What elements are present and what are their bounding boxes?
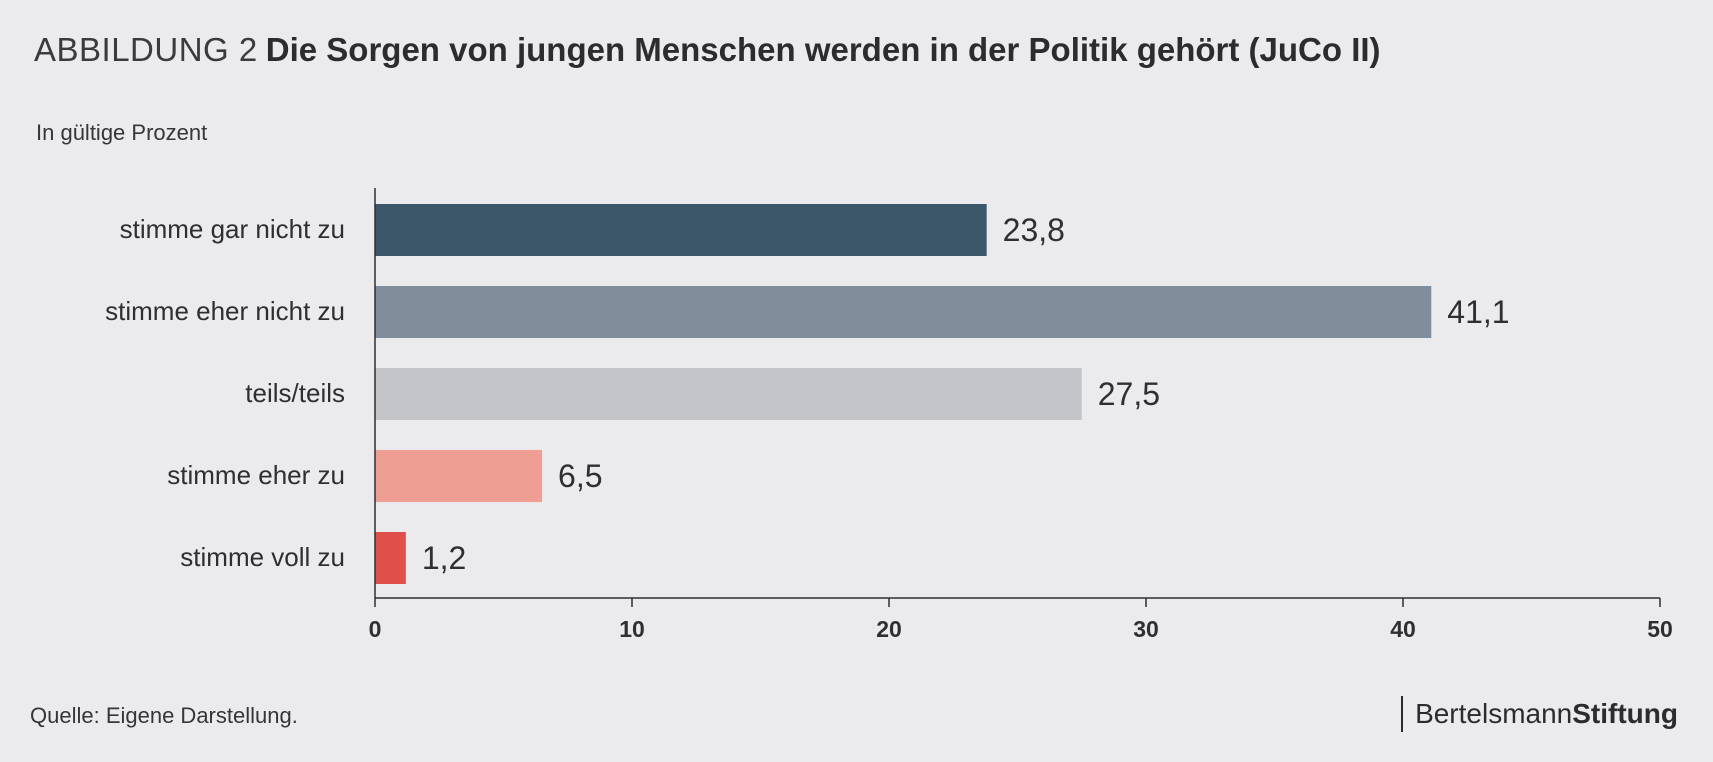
source-note: Quelle: Eigene Darstellung. — [30, 703, 298, 728]
bar — [375, 286, 1432, 338]
x-tick-label: 20 — [876, 616, 902, 642]
category-label: stimme voll zu — [180, 542, 345, 572]
data-label: 6,5 — [558, 458, 602, 494]
bar — [375, 368, 1082, 420]
data-label: 23,8 — [1003, 212, 1065, 248]
category-label: teils/teils — [245, 378, 345, 408]
x-tick-label: 50 — [1647, 616, 1673, 642]
figure-title: Die Sorgen von jungen Menschen werden in… — [265, 31, 1381, 68]
x-tick-label: 30 — [1133, 616, 1159, 642]
x-tick-label: 10 — [619, 616, 645, 642]
category-label: stimme gar nicht zu — [120, 214, 345, 244]
bertelsmann-logo: BertelsmannStiftung — [1401, 696, 1678, 732]
figure-label: ABBILDUNG 2 — [34, 31, 258, 68]
logo-text-stiftung: Stiftung — [1572, 698, 1678, 729]
data-label: 1,2 — [422, 540, 466, 576]
bar-chart: stimme gar nicht zu 23,8 stimme eher nicht… — [105, 188, 1673, 642]
bar — [375, 450, 543, 502]
bar — [375, 204, 987, 256]
x-tick-label: 40 — [1390, 616, 1416, 642]
bar — [375, 532, 406, 584]
unit-note: In gültige Prozent — [36, 120, 208, 145]
x-tick-label: 0 — [369, 616, 382, 642]
chart-title: ABBILDUNG 2 Die Sorgen von jungen Mensche… — [34, 30, 1381, 70]
logo-text-bertelsmann: Bertelsmann — [1415, 698, 1573, 729]
category-label: stimme eher zu — [167, 460, 345, 490]
data-label: 41,1 — [1447, 294, 1509, 330]
data-label: 27,5 — [1098, 376, 1160, 412]
category-label: stimme eher nicht zu — [105, 296, 345, 326]
